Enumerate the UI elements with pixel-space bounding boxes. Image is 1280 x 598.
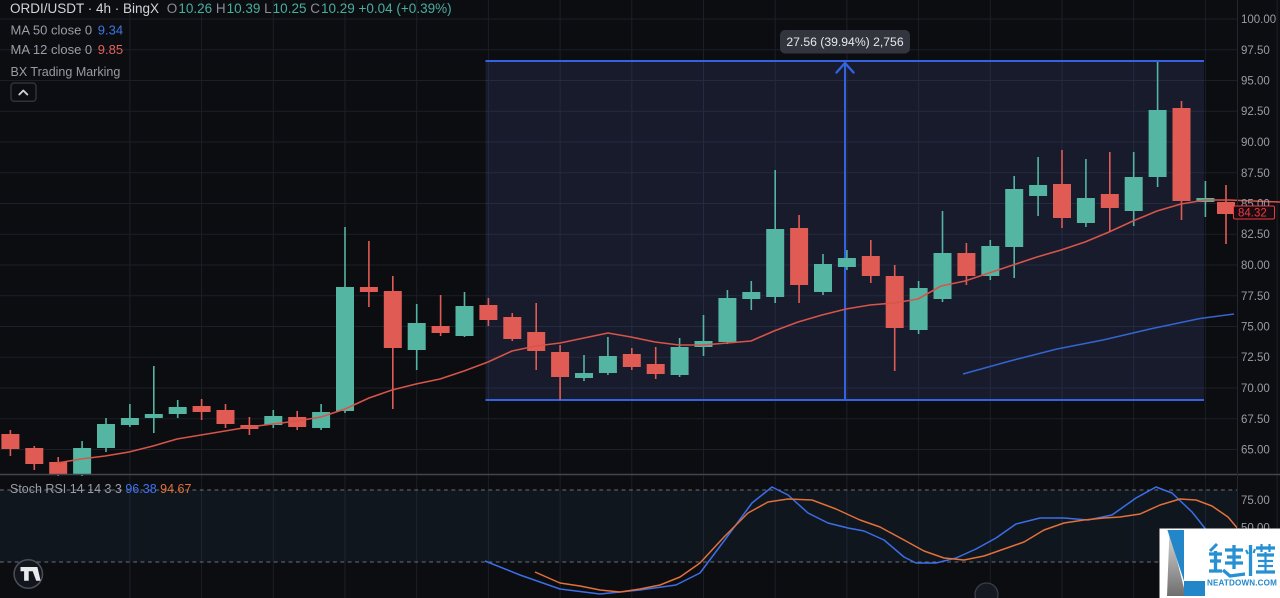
svg-text:72.50: 72.50 [1241,352,1270,364]
svg-text:90.00: 90.00 [1241,137,1270,149]
svg-text:100.00: 100.00 [1241,14,1276,26]
svg-text:MA 12 close 0 9.85: MA 12 close 0 9.85 [11,42,124,57]
svg-text:82.50: 82.50 [1241,229,1270,241]
svg-text:84.32: 84.32 [1238,208,1267,220]
svg-text:92.50: 92.50 [1241,106,1270,118]
svg-text:ORDI/USDT · 4h · BingX O10.26: ORDI/USDT · 4h · BingX O10.26 H10.39 L10… [10,1,452,16]
svg-text:70.00: 70.00 [1241,383,1270,395]
svg-text:77.50: 77.50 [1241,291,1270,303]
svg-text:95.00: 95.00 [1241,76,1270,88]
svg-text:97.50: 97.50 [1241,45,1270,57]
svg-text:27.56 (39.94%) 2,756: 27.56 (39.94%) 2,756 [786,35,903,49]
svg-text:75.00: 75.00 [1241,322,1270,334]
svg-text:80.00: 80.00 [1241,260,1270,272]
svg-text:87.50: 87.50 [1241,168,1270,180]
svg-text:NEATDOWN.COM: NEATDOWN.COM [1207,579,1277,588]
svg-text:Stoch RSI 14 14 3 3 96.38 94.6: Stoch RSI 14 14 3 3 96.38 94.67 [10,482,191,496]
svg-text:BX Trading Marking: BX Trading Marking [11,65,121,79]
svg-text:65.00: 65.00 [1241,445,1270,457]
svg-text:75.00: 75.00 [1241,495,1270,507]
svg-text:67.50: 67.50 [1241,414,1270,426]
svg-text:MA 50 close 0 9.34: MA 50 close 0 9.34 [11,22,124,37]
